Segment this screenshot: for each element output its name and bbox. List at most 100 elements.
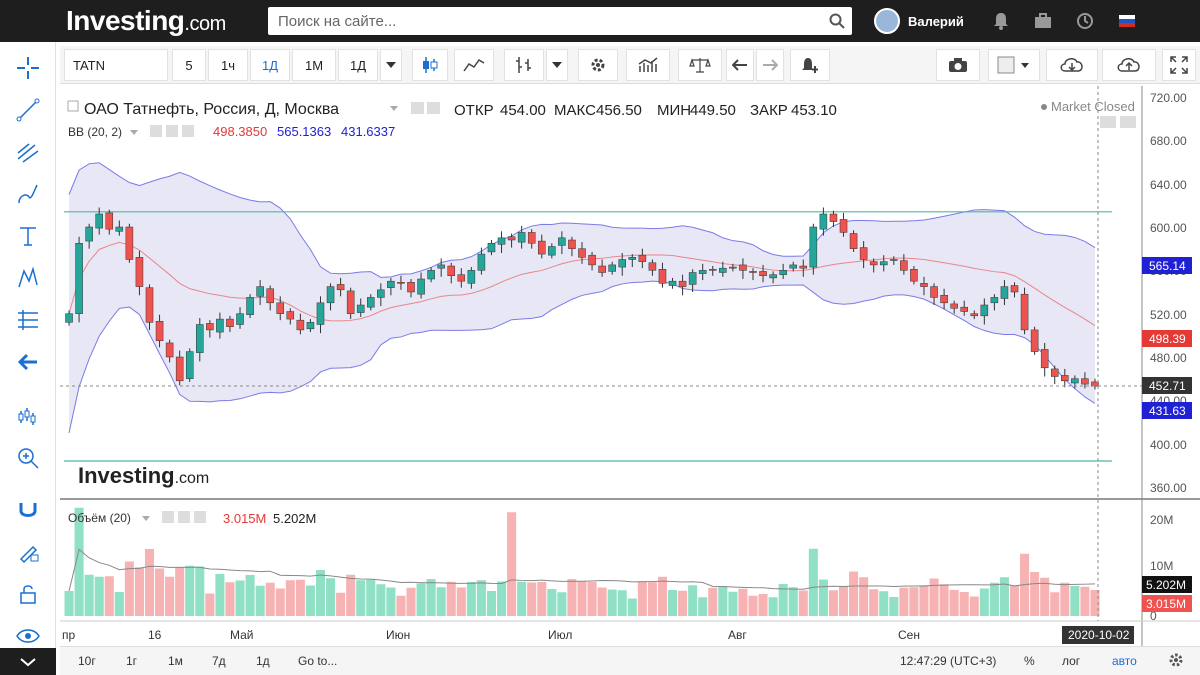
volume-close-icon[interactable]	[194, 511, 206, 523]
volume-bar	[738, 588, 748, 616]
candle	[185, 348, 194, 382]
volume-bar	[195, 566, 205, 616]
search-input[interactable]: Поиск на сайте...	[278, 12, 397, 30]
goto-date-button[interactable]: Go to...	[298, 654, 338, 668]
candle	[427, 267, 435, 283]
compare-icon[interactable]	[678, 49, 722, 81]
studies-icon[interactable]	[626, 49, 670, 81]
settings-gear-icon[interactable]	[1168, 652, 1184, 671]
undo-icon[interactable]	[726, 49, 754, 81]
area-chart-icon[interactable]	[454, 49, 494, 81]
volume-gear-icon[interactable]	[178, 511, 190, 523]
avatar[interactable]	[874, 8, 900, 34]
candle	[1010, 282, 1019, 298]
bb-dropdown-icon[interactable]	[130, 130, 138, 135]
gear-icon[interactable]	[578, 49, 618, 81]
candle	[326, 283, 335, 311]
legend-eye-icon[interactable]	[411, 102, 424, 114]
alert-icon[interactable]	[790, 49, 830, 81]
range-1m[interactable]: 1м	[168, 654, 183, 668]
interval-1d[interactable]: 1Д	[250, 49, 290, 81]
candle	[266, 285, 274, 311]
search-box[interactable]: Поиск на сайте...	[268, 7, 852, 35]
interval-5m[interactable]: 5	[172, 49, 206, 81]
volume-bar	[386, 587, 396, 616]
title-dropdown-icon[interactable]	[390, 106, 398, 111]
bb-gear-icon[interactable]	[166, 125, 178, 137]
clock-icon[interactable]	[1074, 10, 1096, 32]
candle	[316, 296, 325, 334]
interval-1m[interactable]: 1М	[292, 49, 336, 81]
volume-bar	[436, 587, 446, 616]
camera-icon[interactable]	[936, 49, 980, 81]
range-1d[interactable]: 1д	[256, 654, 270, 668]
user-menu[interactable]: Валерий	[874, 8, 964, 34]
russia-flag-icon[interactable]	[1116, 10, 1138, 32]
bb-label: BB (20, 2)	[68, 125, 122, 139]
color-picker[interactable]	[988, 49, 1040, 81]
search-icon[interactable]	[822, 7, 852, 35]
candles-icon[interactable]	[412, 49, 448, 81]
lock-drawing-icon[interactable]	[8, 534, 48, 570]
volume-bar	[265, 582, 275, 616]
volume-bar	[456, 587, 466, 616]
auto-toggle[interactable]: авто	[1112, 654, 1137, 668]
trend-line-icon[interactable]	[8, 92, 48, 128]
bars-icon[interactable]	[504, 49, 544, 81]
bb-eye-icon[interactable]	[150, 125, 162, 137]
interval-1h[interactable]: 1ч	[208, 49, 248, 81]
range-7d[interactable]: 7д	[212, 654, 226, 668]
percent-toggle[interactable]: %	[1024, 654, 1035, 668]
unlock-icon[interactable]	[8, 576, 48, 612]
volume-bar	[406, 587, 416, 616]
fullscreen-icon[interactable]	[1162, 49, 1196, 81]
interval-dropdown-icon[interactable]	[380, 49, 402, 81]
fibonacci-icon[interactable]	[8, 302, 48, 338]
collapse-legend-icon[interactable]	[67, 100, 79, 112]
bottom-bar: 10г 1г 1м 7д 1д Go to... 12:47:29 (UTC+3…	[60, 646, 1200, 675]
symbol-input[interactable]: TATN	[64, 49, 168, 81]
pane-close-icon[interactable]	[1120, 116, 1136, 128]
portfolio-icon[interactable]	[1032, 10, 1054, 32]
cloud-upload-icon[interactable]	[1102, 49, 1156, 81]
candle	[387, 277, 395, 296]
chart-type-dropdown-icon[interactable]	[546, 49, 568, 81]
pattern-icon[interactable]	[8, 260, 48, 296]
user-name[interactable]: Валерий	[908, 13, 964, 29]
cloud-download-icon[interactable]	[1046, 49, 1098, 81]
candle	[65, 310, 73, 326]
volume-bar	[979, 588, 989, 616]
range-10y[interactable]: 10г	[78, 654, 96, 668]
volume-bar	[356, 580, 366, 616]
price-tick: 600.00	[1150, 221, 1187, 235]
volume-bar	[537, 582, 547, 616]
brush-icon[interactable]	[8, 176, 48, 212]
volume-bar	[255, 585, 265, 616]
volume-eye-icon[interactable]	[162, 511, 174, 523]
time-axis[interactable]: пр 16 Май Июн Июл Авг Сен 2020-10-02	[62, 626, 1134, 644]
volume-axis[interactable]: 20M 10M 0 5.202M 3.015M	[1142, 513, 1192, 623]
clock-readout[interactable]: 12:47:29 (UTC+3)	[900, 654, 997, 668]
range-1y[interactable]: 1г	[126, 654, 138, 668]
eye-icon[interactable]	[8, 618, 48, 654]
pane-down-icon[interactable]	[1100, 116, 1116, 128]
crosshair-icon[interactable]	[8, 50, 48, 86]
collapse-arrow-icon[interactable]	[8, 344, 48, 380]
text-tool-icon[interactable]	[8, 218, 48, 254]
bell-icon[interactable]	[990, 10, 1012, 32]
price-axis[interactable]: 720.00 680.00 640.00 600.00 560.00 520.0…	[1142, 91, 1192, 495]
fork-lines-icon[interactable]	[8, 134, 48, 170]
chart-area[interactable]: ОАО Татнефть, Россия, Д, Москва ОТКР 454…	[60, 86, 1200, 646]
redo-icon[interactable]	[756, 49, 784, 81]
magnet-icon[interactable]	[8, 492, 48, 528]
volume-bar	[1050, 592, 1060, 616]
chevron-down-icon[interactable]	[0, 648, 56, 675]
zoom-icon[interactable]	[8, 440, 48, 476]
indicators-icon[interactable]	[8, 398, 48, 434]
legend-gear-icon[interactable]	[427, 102, 440, 114]
interval-custom[interactable]: 1Д	[338, 49, 378, 81]
site-logo[interactable]: Investing.com	[66, 5, 226, 36]
log-toggle[interactable]: лог	[1062, 654, 1081, 668]
volume-dropdown-icon[interactable]	[142, 516, 150, 521]
bb-close-icon[interactable]	[182, 125, 194, 137]
